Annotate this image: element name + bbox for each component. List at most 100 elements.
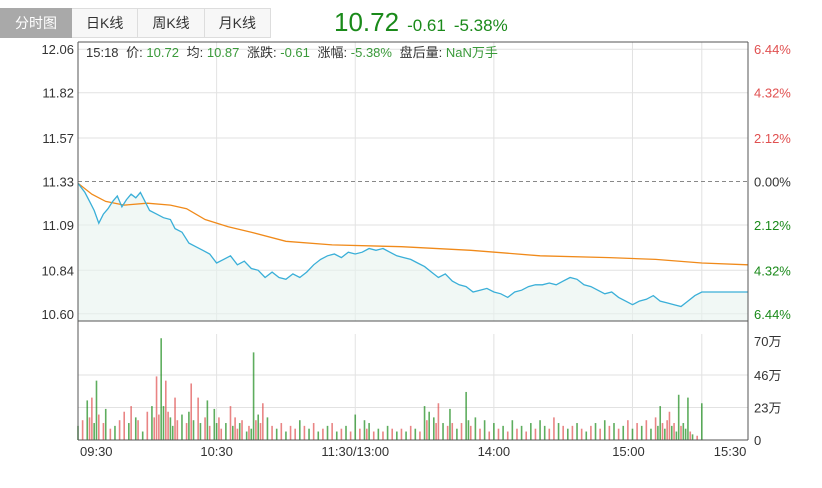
volume-bar (414, 428, 417, 440)
volume-bar (580, 428, 583, 440)
volume-bar (141, 431, 144, 440)
volume-tick-label: 70万 (754, 334, 781, 349)
volume-bar (684, 428, 687, 440)
volume-bar (331, 423, 333, 440)
volume-bar (594, 423, 597, 440)
volume-bar (543, 425, 546, 440)
volume-bar (363, 420, 366, 440)
tab-intraday[interactable]: 分时图 (0, 8, 72, 38)
volume-bar (668, 411, 671, 440)
info-time: 15:18 (86, 45, 119, 60)
pct-tick-label: 0.00% (754, 175, 791, 190)
volume-bar (88, 417, 91, 440)
volume-bar (218, 417, 220, 440)
volume-bar (449, 408, 451, 440)
volume-bar (687, 397, 689, 440)
volume-bar (465, 391, 467, 440)
volume-bar (400, 428, 403, 440)
volume-bar (169, 417, 172, 440)
volume-bar (650, 428, 652, 440)
volume-bar (636, 423, 638, 440)
volume-bar (590, 425, 592, 440)
volume-bar (128, 423, 130, 440)
price-line (77, 182, 748, 308)
volume-bar (670, 425, 673, 440)
volume-bar (130, 406, 132, 440)
volume-bar (109, 428, 112, 440)
volume-bar (114, 425, 116, 440)
volume-bar (691, 434, 694, 440)
volume-bar (199, 423, 202, 440)
volume-bar (262, 403, 264, 440)
info-avg-label: 均: (187, 45, 204, 60)
volume-bar (190, 383, 193, 440)
volume-bar (603, 420, 606, 440)
volume-bar (241, 420, 243, 440)
time-tick-label: 10:30 (200, 444, 233, 459)
volume-bar (645, 420, 648, 440)
volume-bar (118, 420, 121, 440)
volume-bar (631, 428, 634, 440)
volume-bar (95, 380, 98, 440)
volume-bar (446, 425, 449, 440)
volume-bar (675, 431, 678, 440)
volume-bar (571, 425, 574, 440)
price-tick-label: 12.06 (41, 42, 74, 57)
volume-bar (673, 423, 675, 440)
volume-bar (229, 406, 232, 440)
tab-daily-k[interactable]: 日K线 (72, 8, 139, 38)
tab-monthly-k[interactable]: 月K线 (204, 8, 272, 38)
volume-bar (437, 403, 440, 440)
volume-bar (213, 408, 216, 440)
volume-bar (435, 423, 437, 440)
volume-bar (104, 408, 107, 440)
volume-bar (382, 431, 384, 440)
volume-bar (469, 425, 472, 440)
volume-bar (185, 423, 188, 440)
volume-tick-label: 46万 (754, 368, 781, 383)
volume-bar (266, 417, 269, 440)
volume-bar (613, 423, 615, 440)
info-after: NaN万手 (446, 45, 498, 60)
volume-bar (204, 417, 206, 440)
volume-bar (102, 423, 105, 440)
volume-bar (275, 428, 278, 440)
volume-bar (231, 425, 234, 440)
volume-bar (280, 423, 283, 440)
price-tick-label: 11.33 (42, 175, 74, 190)
volume-bar (456, 428, 458, 440)
tab-weekly-k[interactable]: 周K线 (138, 8, 205, 38)
volume-bar (608, 425, 611, 440)
volume-bar (164, 380, 167, 440)
info-price-label: 价: (126, 45, 143, 60)
volume-bar (335, 431, 338, 440)
volume-bar (289, 425, 292, 440)
volume-bar (123, 411, 126, 440)
volume-bar (257, 414, 260, 440)
volume-bar (158, 414, 160, 440)
info-line: 15:18 价: 10.72 均: 10.87 涨跌: -0.61 涨幅: -5… (86, 45, 498, 60)
volume-bar (530, 423, 532, 440)
volume-bar (236, 428, 239, 440)
info-price: 10.72 (146, 45, 179, 60)
volume-bar (627, 420, 629, 440)
price-tick-label: 11.82 (42, 86, 74, 101)
volume-tick-label: 23万 (754, 400, 781, 415)
info-pct-label: 涨幅: (318, 45, 348, 60)
volume-bar (162, 406, 165, 440)
volume-bar (664, 428, 666, 440)
volume-bar (405, 431, 407, 440)
volume-bar (215, 423, 218, 440)
info-change: -0.61 (280, 45, 310, 60)
volume-bar (155, 376, 158, 440)
volume-bar (666, 420, 668, 440)
volume-bar (174, 397, 176, 440)
volume-bar (622, 425, 625, 440)
volume-bar (409, 425, 412, 440)
volume-bar (137, 420, 139, 440)
volume-bar (259, 423, 262, 440)
volume-bar (432, 417, 435, 440)
volume-bar (354, 414, 357, 440)
price-change-pct: -5.38% (453, 16, 508, 35)
average-price-line (77, 182, 749, 266)
